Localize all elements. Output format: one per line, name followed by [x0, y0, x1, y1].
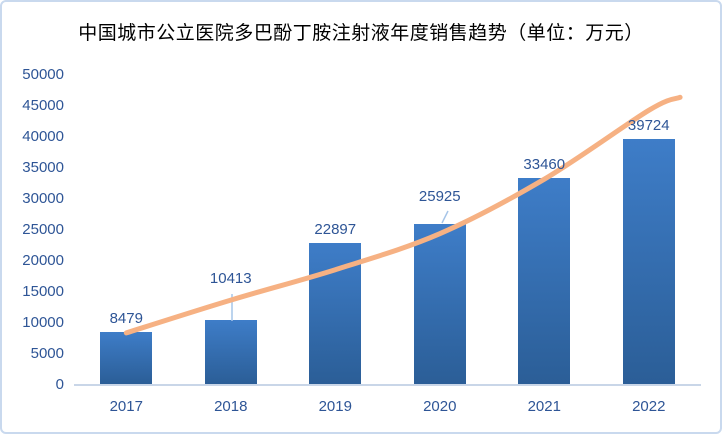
- bar-2021: [518, 177, 571, 384]
- bar-2019: [309, 243, 362, 384]
- x-axis-tick-2022: 2022: [632, 398, 666, 415]
- y-axis-tick-5000: 5000: [30, 345, 64, 362]
- bar-2017: [100, 332, 153, 384]
- bar-2022: [622, 138, 675, 384]
- y-axis-tick-50000: 50000: [22, 66, 64, 83]
- data-label-2017: 8479: [109, 310, 143, 328]
- bar-2018: [204, 320, 257, 384]
- y-axis-tick-35000: 35000: [22, 159, 64, 176]
- y-axis-tick-45000: 45000: [22, 97, 64, 114]
- x-axis-line: [74, 384, 701, 386]
- x-axis-tick-2018: 2018: [214, 398, 248, 415]
- x-axis-tick-2019: 2019: [318, 398, 352, 415]
- trendline-curve: [123, 94, 683, 336]
- bar-2020: [413, 224, 466, 384]
- label-leader-line-1: [441, 210, 449, 224]
- data-label-2022: 39724: [627, 116, 670, 134]
- data-label-2019: 22897: [314, 221, 357, 239]
- y-axis-tick-0: 0: [55, 376, 64, 393]
- y-axis-tick-25000: 25000: [22, 221, 64, 238]
- data-label-2021: 33460: [523, 155, 566, 173]
- x-axis-tick-2017: 2017: [109, 398, 143, 415]
- y-axis-tick-15000: 15000: [22, 283, 64, 300]
- y-axis-tick-10000: 10000: [22, 314, 64, 331]
- data-label-2018: 10413: [209, 270, 252, 288]
- y-axis-tick-30000: 30000: [22, 190, 64, 207]
- x-axis-tick-2020: 2020: [423, 398, 457, 415]
- chart-title: 中国城市公立医院多巴酚丁胺注射液年度销售趋势（单位：万元）: [78, 23, 644, 44]
- y-axis-tick-20000: 20000: [22, 252, 64, 269]
- x-axis-tick-2021: 2021: [527, 398, 561, 415]
- data-label-2020: 25925: [418, 188, 461, 206]
- y-axis-tick-40000: 40000: [22, 128, 64, 145]
